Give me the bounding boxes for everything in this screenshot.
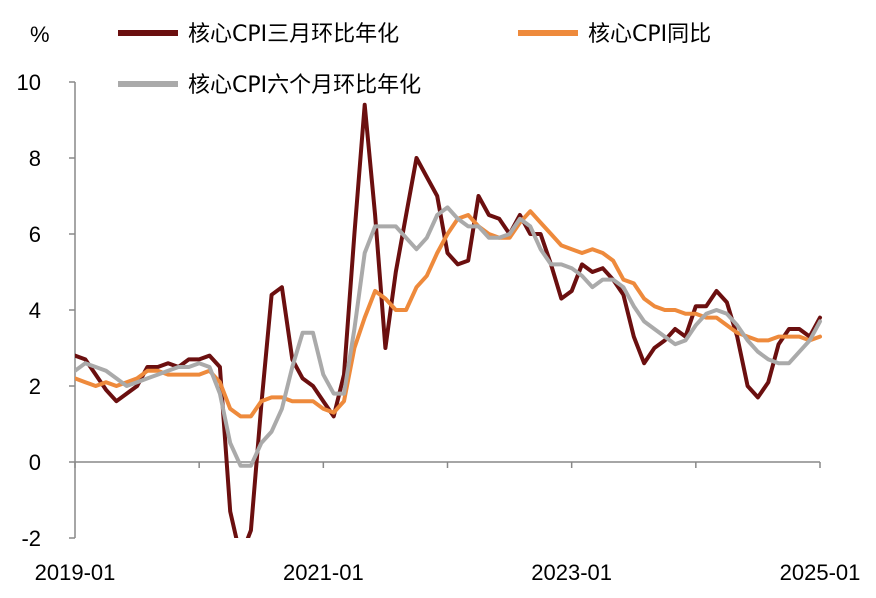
legend-item-0: 核心CPI三月环比年化 bbox=[118, 22, 399, 47]
series-layer bbox=[75, 102, 822, 538]
legend: 核心CPI三月环比年化 核心CPI同比 核心CPI六个月环比年化 bbox=[118, 22, 711, 98]
legend-label-2: 核心CPI六个月环比年化 bbox=[188, 73, 421, 98]
y-tick-label-3: 4 bbox=[29, 298, 41, 323]
axes: -2 0 2 4 6 8 10 2019-01 2021-01 2023-01 2025-01 bbox=[17, 70, 861, 585]
x-tick-label-1: 2021-01 bbox=[283, 560, 364, 585]
y-tick-label-0: -2 bbox=[21, 526, 41, 551]
y-tick-label-2: 2 bbox=[29, 374, 41, 399]
series-line-0 bbox=[75, 102, 822, 538]
legend-item-2: 核心CPI六个月环比年化 bbox=[118, 73, 421, 98]
x-tick-label-3: 2025-01 bbox=[780, 560, 861, 585]
legend-label-0: 核心CPI三月环比年化 bbox=[188, 22, 399, 47]
x-tick-label-0: 2019-01 bbox=[35, 560, 116, 585]
y-unit-label: % bbox=[30, 22, 50, 47]
series-line-2 bbox=[75, 205, 822, 468]
y-tick-label-5: 8 bbox=[29, 146, 41, 171]
x-tick-label-2: 2023-01 bbox=[531, 560, 612, 585]
legend-item-1: 核心CPI同比 bbox=[518, 22, 711, 47]
series-line-1 bbox=[75, 209, 822, 419]
y-tick-label-1: 0 bbox=[29, 450, 41, 475]
y-tick-label-4: 6 bbox=[29, 222, 41, 247]
legend-label-1: 核心CPI同比 bbox=[588, 22, 711, 47]
y-tick-label-6: 10 bbox=[17, 70, 41, 95]
